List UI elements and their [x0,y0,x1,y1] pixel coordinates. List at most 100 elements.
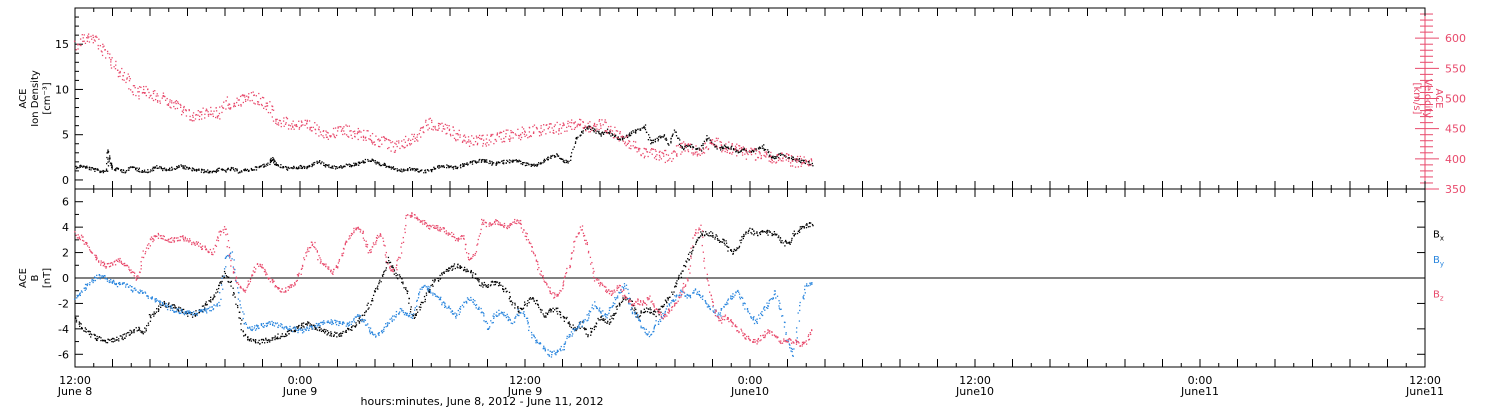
data-point [274,335,276,337]
data-point [262,338,265,341]
data-point [675,296,677,298]
data-point [271,278,274,281]
data-point [800,158,803,160]
data-point [178,312,181,315]
data-point [472,144,474,146]
data-point [286,327,288,329]
data-point [315,132,317,135]
data-point [300,120,303,122]
data-point [410,306,412,308]
data-point [242,335,245,337]
data-point [776,153,779,156]
data-point [511,322,514,325]
data-point [655,155,657,158]
data-point [461,141,464,143]
data-point [306,249,309,251]
data-point [780,241,782,243]
data-point [388,260,390,262]
data-point [371,159,373,161]
data-point [501,160,503,162]
data-point [178,307,180,310]
data-point [390,168,393,170]
data-point [427,124,429,126]
data-point [156,308,158,310]
data-point [663,134,666,136]
data-point [289,325,291,328]
data-point [455,238,458,240]
data-point [433,166,435,168]
data-point [84,42,87,44]
data-point [101,339,104,341]
data-point [654,324,656,327]
data-point [86,40,89,42]
data-point [255,166,257,168]
data-point [122,334,124,336]
data-point [503,315,505,317]
data-point [174,311,176,313]
data-point [747,230,750,233]
data-point [554,156,556,158]
data-point [483,223,485,225]
data-point [141,332,143,334]
data-point [137,91,139,93]
data-point [539,342,542,345]
data-point [380,164,383,167]
data-point [745,151,747,153]
data-point [573,122,575,124]
data-point [783,321,786,323]
data-point [204,246,206,248]
data-point [523,304,526,306]
data-point [90,333,92,335]
data-point [250,167,253,170]
data-point [77,294,79,297]
data-point [791,348,794,350]
data-point [700,296,702,299]
data-point [548,311,550,313]
data-point [187,312,189,315]
data-point [225,275,228,277]
data-point [231,258,233,260]
data-point [230,265,232,267]
data-point [131,331,133,334]
data-point [686,261,688,263]
data-point [369,138,371,141]
data-point [486,161,488,163]
data-point [226,276,228,278]
data-point [191,120,194,122]
data-point [161,301,164,304]
data-point [213,296,215,298]
data-point [228,254,231,257]
data-point [464,269,466,271]
data-point [428,287,430,290]
data-point [756,231,758,233]
data-point [242,311,244,313]
data-point [486,328,489,330]
data-point [159,165,161,168]
data-point [808,163,810,165]
data-point [400,252,403,254]
data-point [258,265,260,268]
data-point [698,236,701,239]
data-point [799,309,801,312]
data-point [569,323,571,326]
data-point [203,171,206,173]
data-point [442,272,444,274]
data-point [503,140,506,143]
data-point [257,103,259,105]
data-point [587,122,589,125]
data-point [473,144,475,146]
data-point [543,161,546,163]
data-point [790,350,792,352]
data-point [422,219,424,222]
data-point [471,163,474,165]
data-point [625,136,627,138]
data-point [412,314,415,317]
data-point [318,126,320,128]
data-point [384,139,386,142]
data-point [536,299,538,302]
data-point [396,145,398,148]
data-point [469,299,471,301]
data-point [168,302,170,304]
data-point [600,135,602,137]
data-point [273,159,275,161]
